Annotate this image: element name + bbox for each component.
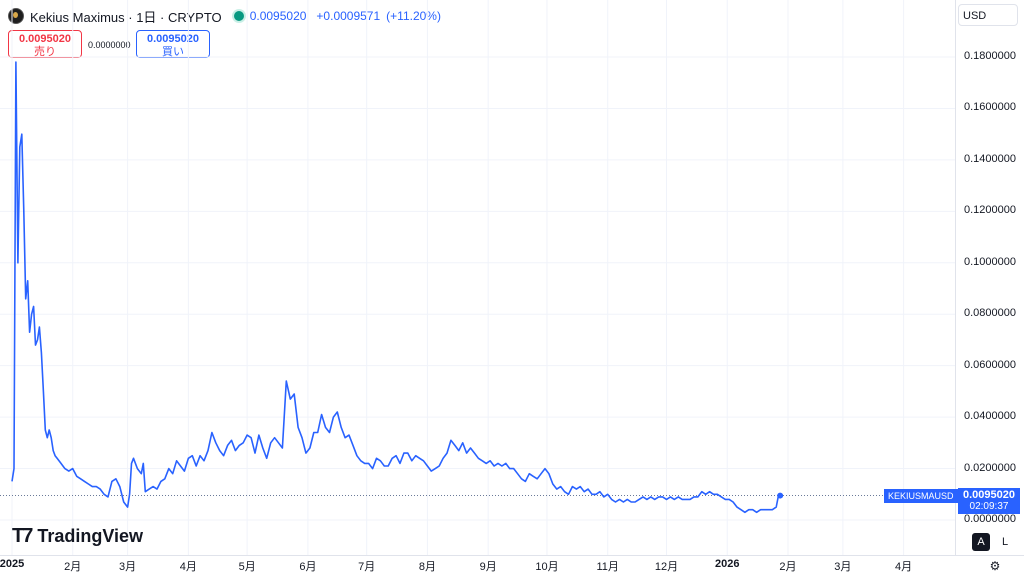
y-tick-label: 0.1600000 (964, 101, 1016, 114)
buy-label: 買い (162, 46, 184, 58)
x-tick-label: 4月 (895, 561, 913, 573)
price-series-line (11, 61, 781, 514)
buy-button[interactable]: 0.0095020 買い (136, 30, 210, 58)
last-price-value: 0.0095020 (963, 489, 1015, 501)
market-status-icon[interactable] (233, 11, 244, 21)
x-tick-label: 8月 (418, 561, 436, 573)
x-tick-label: 2月 (64, 561, 82, 573)
y-tick-label: 0.0200000 (964, 461, 1016, 474)
x-tick-label: 2026 (714, 558, 740, 570)
y-tick-label: 0.0400000 (964, 410, 1016, 423)
log-scale-button[interactable]: L (1001, 536, 1009, 548)
bar-countdown: 02:09:37 (969, 501, 1009, 512)
tradingview-mark-icon: T7 (12, 525, 33, 547)
y-tick-label: 0.1200000 (964, 204, 1016, 217)
x-tick-label: 10月 (535, 561, 559, 573)
sell-price: 0.0095020 (19, 33, 71, 45)
sell-button[interactable]: 0.0095020 売り (8, 30, 82, 58)
buy-price: 0.0095020 (147, 33, 199, 45)
sell-label: 売り (34, 46, 56, 58)
y-tick-label: 0.0000000 (964, 513, 1016, 525)
x-tick-label: 7月 (358, 561, 376, 573)
header-change: +0.0009571 (316, 9, 381, 23)
last-price-badge: 0.0095020 02:09:37 (958, 488, 1020, 514)
x-tick-label: 4月 (179, 561, 197, 573)
x-tick-label: 3月 (834, 561, 852, 573)
x-tick-label: 6月 (299, 561, 317, 573)
header-price: 0.0095020 (249, 9, 307, 23)
x-tick-label: 5月 (238, 561, 256, 573)
x-tick-label: 2025 (0, 558, 25, 570)
y-tick-label: 0.0600000 (964, 358, 1016, 371)
symbol-title[interactable]: Kekius Maximus · 1日 · CRYPTO (30, 9, 222, 25)
y-tick-label: 0.1400000 (964, 152, 1016, 165)
currency-select[interactable]: USD (958, 4, 1018, 26)
x-tick-label: 9月 (479, 561, 497, 573)
tradingview-logo[interactable]: T7 TradingView (12, 525, 143, 548)
settings-gear-icon[interactable]: ⚙ (989, 559, 1001, 573)
spread-value: 0.0000000 (88, 40, 131, 50)
tradingview-wordmark: TradingView (37, 526, 144, 546)
x-tick-label: 11月 (596, 561, 619, 573)
y-tick-label: 0.0800000 (964, 307, 1016, 320)
x-tick-label: 3月 (119, 561, 137, 573)
auto-scale-button[interactable]: A (972, 533, 990, 551)
x-tick-label: 12月 (654, 561, 679, 573)
last-point-marker (777, 492, 784, 499)
y-tick-label: 0.1800000 (964, 50, 1016, 62)
symbol-badge: KEKIUSMAUSD (884, 489, 958, 503)
y-tick-label: 0.1000000 (964, 255, 1016, 268)
x-tick-label: 2月 (779, 561, 797, 573)
